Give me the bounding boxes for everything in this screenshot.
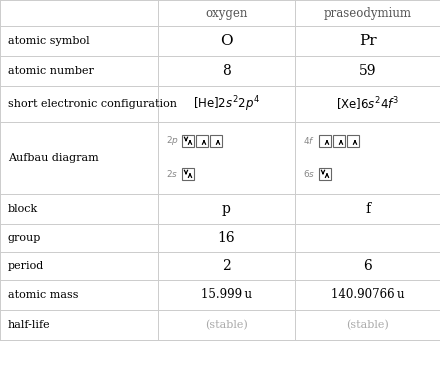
Text: atomic number: atomic number bbox=[8, 66, 94, 76]
Text: atomic symbol: atomic symbol bbox=[8, 36, 90, 46]
Bar bbox=[347, 135, 359, 147]
Text: $4f$: $4f$ bbox=[303, 135, 315, 146]
Text: 6: 6 bbox=[363, 259, 372, 273]
Bar bbox=[333, 135, 345, 147]
Bar bbox=[196, 135, 208, 147]
Bar bbox=[210, 135, 222, 147]
Text: block: block bbox=[8, 204, 38, 214]
Bar bbox=[182, 135, 194, 147]
Text: $2p$: $2p$ bbox=[166, 134, 179, 147]
Text: group: group bbox=[8, 233, 41, 243]
Text: period: period bbox=[8, 261, 44, 271]
Text: $6s$: $6s$ bbox=[303, 168, 315, 179]
Text: O: O bbox=[220, 34, 233, 48]
Text: p: p bbox=[222, 202, 231, 216]
Text: 59: 59 bbox=[359, 64, 376, 78]
Text: (stable): (stable) bbox=[346, 320, 389, 330]
Text: oxygen: oxygen bbox=[205, 7, 248, 20]
Text: $\mathregular{[Xe]6}s^{\mathregular{2}}\mathregular{4}f^{\mathregular{3}}$: $\mathregular{[Xe]6}s^{\mathregular{2}}\… bbox=[336, 95, 399, 113]
Text: 2: 2 bbox=[222, 259, 231, 273]
Text: $\mathregular{[He]2}s^{\mathregular{2}}\mathregular{2}p^{\mathregular{4}}$: $\mathregular{[He]2}s^{\mathregular{2}}\… bbox=[193, 94, 260, 114]
Text: 140.90766 u: 140.90766 u bbox=[331, 289, 404, 302]
Bar bbox=[319, 135, 331, 147]
Text: 16: 16 bbox=[218, 231, 235, 245]
Text: f: f bbox=[365, 202, 370, 216]
Text: atomic mass: atomic mass bbox=[8, 290, 78, 300]
Bar bbox=[182, 168, 194, 180]
Text: Aufbau diagram: Aufbau diagram bbox=[8, 153, 99, 163]
Bar bbox=[319, 168, 331, 180]
Text: $2s$: $2s$ bbox=[166, 168, 178, 179]
Text: 8: 8 bbox=[222, 64, 231, 78]
Text: 15.999 u: 15.999 u bbox=[201, 289, 252, 302]
Text: (stable): (stable) bbox=[205, 320, 248, 330]
Text: half-life: half-life bbox=[8, 320, 51, 330]
Text: praseodymium: praseodymium bbox=[323, 7, 411, 20]
Text: Pr: Pr bbox=[359, 34, 376, 48]
Text: short electronic configuration: short electronic configuration bbox=[8, 99, 177, 109]
